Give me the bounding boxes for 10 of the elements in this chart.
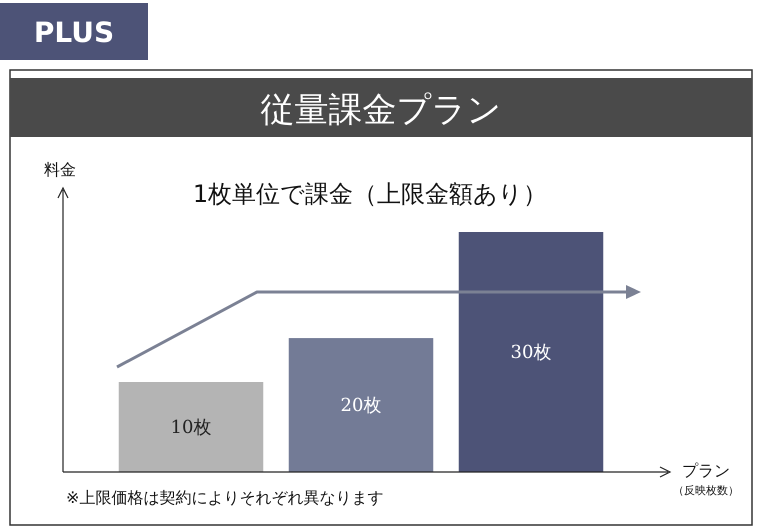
text: ※上限価格は契約によりそれぞれ異なります	[66, 488, 384, 507]
text: （反映枚数）	[673, 484, 739, 497]
y-axis-title: 料金	[44, 160, 76, 179]
x-tick-label: 30枚	[510, 342, 552, 363]
x-tick-label: 10枚	[170, 417, 212, 438]
chart-subtitle: 1枚単位で課金（上限金額あり）	[192, 180, 548, 208]
x-tick-label: 20枚	[340, 395, 382, 416]
text: PLUS	[34, 16, 114, 49]
x-axis-title: プラン	[682, 461, 730, 480]
chart-title: 従量課金プラン	[260, 90, 502, 130]
